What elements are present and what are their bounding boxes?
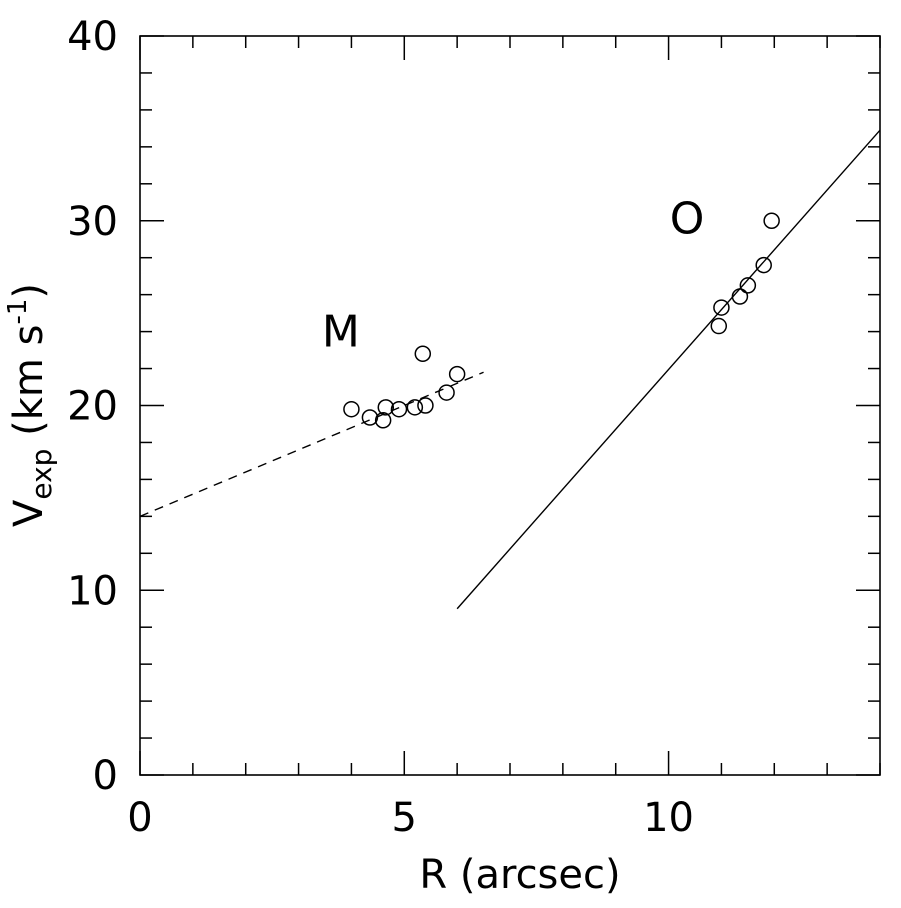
data-point bbox=[731, 288, 749, 305]
x-axis-label: R (arcsec) bbox=[419, 852, 620, 898]
data-point bbox=[374, 412, 392, 429]
x-tick-label: 0 bbox=[127, 795, 152, 841]
data-point bbox=[755, 256, 772, 274]
ticks-layer bbox=[139, 35, 881, 776]
y-axis-label-main: V bbox=[6, 499, 52, 527]
data-point bbox=[438, 384, 455, 401]
y-tick-label: 0 bbox=[93, 753, 118, 799]
annotation-label: M bbox=[322, 306, 360, 357]
y-axis-label-subscript: exp bbox=[25, 449, 58, 500]
data-point bbox=[763, 212, 780, 229]
annotation-label: O bbox=[670, 194, 705, 245]
dashed-fit-line bbox=[139, 371, 484, 517]
data-point bbox=[406, 399, 424, 416]
points-layer bbox=[343, 212, 780, 429]
x-tick-label: 10 bbox=[643, 795, 694, 841]
y-axis-label-units: (km s bbox=[6, 325, 52, 449]
x-tick-label: 5 bbox=[392, 795, 417, 841]
y-axis-label-units-close: ) bbox=[6, 283, 52, 299]
y-axis-label-superscript: -1 bbox=[3, 299, 33, 325]
data-point bbox=[361, 409, 379, 426]
y-tick-label: 20 bbox=[67, 384, 118, 430]
data-point bbox=[343, 400, 360, 418]
data-point bbox=[710, 317, 728, 335]
fit-lines-layer bbox=[139, 129, 881, 610]
data-point bbox=[448, 365, 466, 383]
data-point bbox=[414, 345, 432, 363]
y-tick-label: 30 bbox=[67, 199, 118, 245]
y-axis-label: Vexp (km s-1) bbox=[3, 283, 58, 527]
data-point bbox=[417, 397, 434, 414]
solid-fit-line bbox=[456, 129, 881, 610]
data-point bbox=[713, 299, 730, 316]
tick-labels-layer: 0 5 10 0 10 20 30 40 bbox=[67, 14, 694, 841]
annotations-layer: MO bbox=[322, 194, 705, 358]
data-point bbox=[377, 399, 395, 416]
y-tick-label: 40 bbox=[67, 14, 118, 60]
data-point bbox=[390, 400, 408, 418]
y-tick-label: 10 bbox=[67, 568, 118, 614]
data-point bbox=[739, 277, 757, 294]
plot-frame bbox=[139, 35, 881, 776]
